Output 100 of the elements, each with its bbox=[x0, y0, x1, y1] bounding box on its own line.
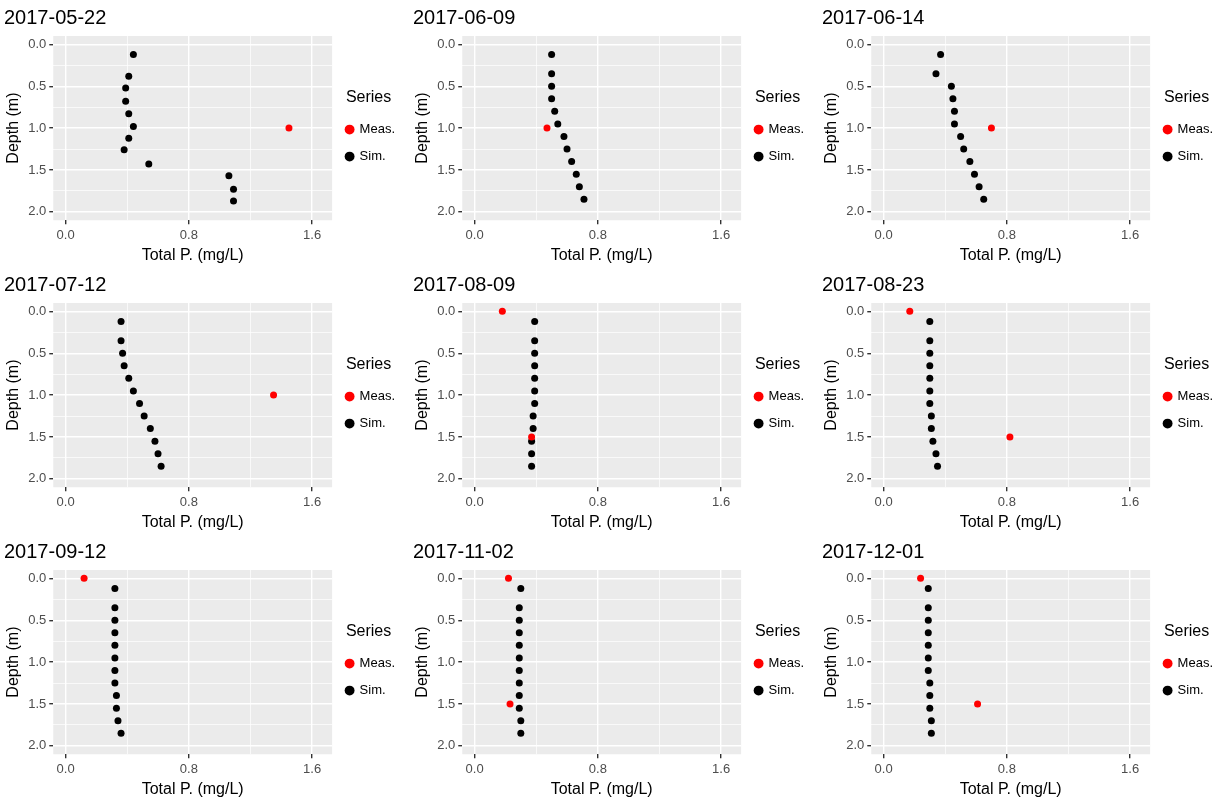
x-axis-title: Total P. (mg/L) bbox=[959, 512, 1062, 530]
point bbox=[140, 412, 148, 420]
point bbox=[129, 122, 137, 130]
legend-title: Series bbox=[754, 88, 801, 106]
x-axis-title: Total P. (mg/L) bbox=[141, 245, 244, 263]
y-axis-title: Depth (m) bbox=[822, 92, 840, 164]
point bbox=[515, 641, 523, 649]
point bbox=[974, 700, 982, 708]
legend-label: Meas. bbox=[768, 655, 805, 671]
point bbox=[114, 717, 122, 725]
point bbox=[987, 124, 995, 132]
point bbox=[112, 692, 120, 700]
y-tick-label: 1.5 bbox=[846, 695, 865, 711]
point bbox=[949, 95, 957, 103]
point bbox=[285, 124, 293, 132]
point bbox=[924, 629, 932, 637]
point bbox=[111, 679, 119, 687]
point bbox=[531, 337, 539, 345]
y-tick-label: 0.5 bbox=[437, 77, 456, 93]
y-tick-label: 1.0 bbox=[846, 653, 865, 669]
x-axis-title: Total P. (mg/L) bbox=[550, 245, 653, 263]
legend-label: Sim. bbox=[359, 682, 386, 698]
y-axis-title: Depth (m) bbox=[4, 92, 22, 164]
legend-title: Series bbox=[1163, 355, 1210, 373]
point bbox=[966, 158, 974, 166]
y-tick-label: 2.0 bbox=[28, 470, 47, 486]
x-tick-label: 1.6 bbox=[712, 760, 731, 776]
x-tick-label: 1.6 bbox=[712, 493, 731, 509]
y-tick-label: 2.0 bbox=[437, 470, 456, 486]
y-tick-label: 1.5 bbox=[846, 161, 865, 177]
y-tick-label: 1.0 bbox=[28, 119, 47, 135]
y-tick-label: 0.0 bbox=[846, 569, 865, 585]
point bbox=[151, 437, 159, 445]
point bbox=[504, 574, 512, 582]
legend-label: Meas. bbox=[1177, 121, 1214, 137]
y-tick-label: 0.5 bbox=[437, 344, 456, 360]
legend-label: Sim. bbox=[768, 148, 795, 164]
x-tick-label: 0.0 bbox=[465, 760, 484, 776]
point bbox=[531, 374, 539, 382]
legend-title: Series bbox=[345, 88, 392, 106]
point bbox=[122, 97, 130, 105]
point bbox=[80, 574, 88, 582]
y-tick-label: 1.5 bbox=[846, 428, 865, 444]
legend-title: Series bbox=[345, 622, 392, 640]
legend-label: Sim. bbox=[768, 415, 795, 431]
point bbox=[924, 616, 932, 624]
point bbox=[125, 72, 133, 80]
point bbox=[929, 437, 937, 445]
point bbox=[230, 185, 238, 193]
y-tick-label: 0.5 bbox=[28, 77, 47, 93]
point bbox=[926, 387, 934, 395]
point bbox=[932, 450, 940, 458]
point bbox=[937, 50, 945, 58]
point bbox=[575, 183, 583, 191]
y-axis-title: Depth (m) bbox=[413, 626, 431, 698]
point bbox=[580, 195, 588, 203]
x-tick-label: 0.8 bbox=[588, 226, 607, 242]
legend-label: Meas. bbox=[768, 121, 805, 137]
x-tick-label: 0.8 bbox=[997, 493, 1016, 509]
y-tick-label: 0.0 bbox=[28, 569, 47, 585]
y-axis-title: Depth (m) bbox=[822, 626, 840, 698]
y-tick-label: 1.5 bbox=[437, 428, 456, 444]
point bbox=[529, 412, 537, 420]
point bbox=[230, 197, 238, 205]
y-tick-label: 0.5 bbox=[437, 611, 456, 627]
chart-title: 2017-08-23 bbox=[822, 272, 925, 295]
point bbox=[950, 107, 958, 115]
point bbox=[146, 425, 154, 433]
y-tick-label: 1.0 bbox=[28, 386, 47, 402]
legend-label: Sim. bbox=[1177, 148, 1204, 164]
chart-title: 2017-06-09 bbox=[413, 5, 516, 28]
point bbox=[225, 172, 233, 180]
x-tick-label: 1.6 bbox=[1121, 760, 1140, 776]
point bbox=[515, 666, 523, 674]
legend-label: Sim. bbox=[359, 415, 386, 431]
chart-title: 2017-05-22 bbox=[4, 5, 107, 28]
legend-label: Sim. bbox=[359, 148, 386, 164]
legend-label: Meas. bbox=[359, 388, 396, 404]
point bbox=[125, 110, 133, 118]
point bbox=[528, 450, 536, 458]
point bbox=[154, 450, 162, 458]
point bbox=[926, 337, 934, 345]
legend-title: Series bbox=[754, 355, 801, 373]
point bbox=[531, 349, 539, 357]
point bbox=[125, 374, 133, 382]
chart-title: 2017-07-12 bbox=[4, 272, 107, 295]
y-tick-label: 0.0 bbox=[846, 302, 865, 318]
point bbox=[975, 183, 983, 191]
x-tick-label: 0.0 bbox=[56, 493, 75, 509]
point bbox=[926, 399, 934, 407]
y-tick-label: 1.5 bbox=[28, 428, 47, 444]
x-tick-label: 0.0 bbox=[465, 226, 484, 242]
x-tick-label: 1.6 bbox=[712, 226, 731, 242]
y-tick-label: 2.0 bbox=[846, 737, 865, 753]
point bbox=[515, 604, 523, 612]
y-tick-label: 1.0 bbox=[846, 119, 865, 135]
point bbox=[980, 195, 988, 203]
y-tick-label: 2.0 bbox=[437, 737, 456, 753]
point bbox=[926, 362, 934, 370]
point bbox=[917, 574, 925, 582]
